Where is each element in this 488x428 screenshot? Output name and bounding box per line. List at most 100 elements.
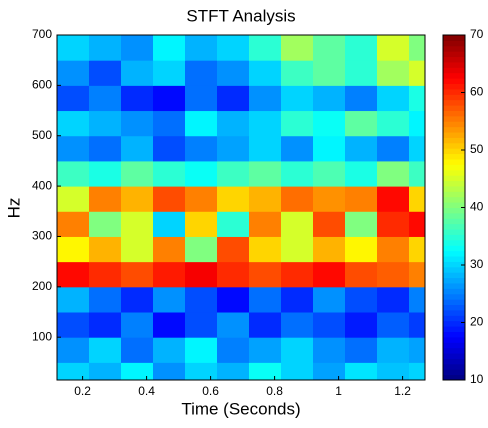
cell [377,312,410,338]
colorbar-swatch [443,180,465,187]
cell [281,337,314,363]
cell [217,110,250,137]
colorbar-swatch [443,288,465,295]
colorbar-swatch [443,51,465,58]
cell [409,186,425,212]
cell [281,236,314,263]
cell [217,85,250,112]
cell [121,110,154,137]
cell [313,135,346,162]
cell [121,211,154,237]
cell [281,261,314,288]
cell [121,186,154,212]
colorbar-swatch [443,153,465,160]
colorbar-swatch [443,142,465,149]
cell [185,135,218,162]
x-tick-label: 0.2 [74,384,91,398]
cell [409,286,425,313]
cell [57,362,90,380]
cell [57,211,90,237]
cell [121,312,154,338]
cell [57,160,90,187]
colorbar-swatch [443,207,465,214]
cell [153,312,186,338]
cell [313,160,346,187]
cell [377,286,410,313]
cell [409,110,425,137]
cell [409,362,425,380]
cell [249,312,282,338]
colorbar-swatch [443,320,465,327]
colorbar-swatch [443,78,465,85]
colorbar-swatch [443,358,465,365]
colorbar-swatch [443,169,465,176]
chart-title: STFT Analysis [186,6,295,25]
cell [89,236,122,263]
cell [281,110,314,137]
colorbar-swatch [443,353,465,359]
cell [57,236,90,263]
colorbar-swatch [443,158,465,165]
colorbar-swatch [443,239,465,246]
cell [409,35,425,61]
cell [185,337,218,363]
colorbar-swatch [443,83,465,90]
cell [217,211,250,237]
cell [89,135,122,162]
cell [345,160,378,187]
y-tick-label: 600 [32,78,52,92]
cell [313,261,346,288]
cell [89,160,122,187]
cell [217,312,250,338]
cell [57,261,90,288]
y-tick-label: 400 [32,178,52,192]
cell [153,35,186,61]
cell [281,160,314,187]
colorbar-swatch [443,94,465,101]
cell [313,362,346,380]
cell [313,110,346,137]
colorbar-swatch [443,336,465,343]
colorbar-swatch [443,175,465,182]
colorbar-swatch [443,56,465,63]
cell [217,135,250,162]
colorbar-swatch [443,250,465,257]
cell [345,261,378,288]
cell [249,211,282,237]
cell [57,85,90,112]
cell [377,337,410,363]
cell [249,35,282,61]
cell [345,337,378,363]
cell [313,337,346,363]
y-tick-label: 200 [32,279,52,293]
colorbar-swatch [443,234,465,241]
colorbar [443,35,465,381]
cell [345,110,378,137]
cell [153,135,186,162]
cell [217,337,250,363]
cell [377,362,410,380]
cell [281,286,314,313]
cell [153,337,186,363]
cell [313,60,346,86]
cell [249,186,282,212]
colorbar-swatch [443,99,465,106]
cell [345,85,378,112]
cell [313,35,346,61]
cell [57,337,90,363]
cell [217,35,250,61]
cell [121,362,154,380]
cell [249,60,282,86]
colorbar-swatch [443,229,465,235]
x-tick-label: 1.2 [394,384,411,398]
plot-frame [56,34,426,381]
cell [185,236,218,263]
cell [153,60,186,86]
cell [217,160,250,187]
colorbar-swatch [443,45,465,52]
colorbar-swatch [443,331,465,338]
cell [281,85,314,112]
cell [121,337,154,363]
cell [409,312,425,338]
cell [377,236,410,263]
